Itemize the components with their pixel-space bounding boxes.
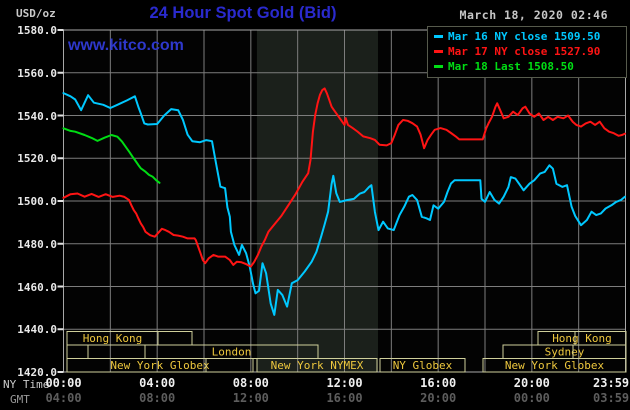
chart-legend: Mar 16 NY close 1509.50 Mar 17 NY close … — [427, 26, 627, 78]
legend-item-label: Mar 17 NY close 1527.90 — [448, 45, 601, 58]
session-box — [379, 358, 466, 373]
x-axis-row2-label: GMT — [10, 393, 30, 406]
x-axis-tick-gmt: 03:59 — [593, 391, 630, 405]
x-axis-row1-label: NY Time — [3, 378, 50, 391]
x-axis-tick-gmt: 16:00 — [326, 391, 363, 405]
legend-item-mar17: Mar 17 NY close 1527.90 — [428, 44, 626, 59]
session-label: New York NYMEX — [271, 359, 364, 372]
session-box — [66, 358, 207, 373]
legend-line-swatch — [434, 65, 443, 68]
x-axis-tick-gmt: 12:00 — [232, 391, 269, 405]
chart-title: 24 Hour Spot Gold (Bid) — [149, 4, 337, 22]
x-axis-tick-ny: 04:00 — [139, 376, 176, 390]
y-axis-label: 1440.0 — [17, 323, 57, 337]
session-label: New York Globex — [110, 359, 210, 372]
x-axis-tick-ny: 23:59 — [593, 376, 630, 390]
kitco-watermark: www.kitco.com — [68, 37, 184, 54]
x-axis-tick-ny: 08:00 — [232, 376, 269, 390]
x-axis-tick-gmt: 00:00 — [513, 391, 550, 405]
legend-item-label: Mar 16 NY close 1509.50 — [448, 30, 601, 43]
x-axis-tick-ny: 12:00 — [326, 376, 363, 390]
session-box — [482, 358, 627, 373]
y-axis-label: 1540.0 — [17, 109, 57, 123]
price-line-series-3 — [62, 127, 161, 184]
y-axis-label: 1480.0 — [17, 237, 57, 251]
legend-line-swatch — [434, 50, 443, 53]
legend-line-swatch — [434, 35, 443, 38]
session-label: New York Globex — [505, 359, 605, 372]
session-label: Hong Kong — [83, 332, 143, 345]
price-line-series-1 — [62, 92, 626, 316]
legend-item-mar18: Mar 18 Last 1508.50 — [428, 59, 626, 74]
session-label: London — [212, 346, 252, 359]
legend-item-label: Mar 18 Last 1508.50 — [448, 60, 574, 73]
x-axis-tick-gmt: 04:00 — [45, 391, 82, 405]
session-label: Hong Kong — [552, 332, 612, 345]
chart-timestamp: March 18, 2020 02:46 — [459, 8, 608, 22]
x-axis-tick-ny: 00:00 — [45, 376, 82, 390]
y-axis-label: 1520.0 — [17, 152, 57, 166]
session-box — [256, 358, 378, 373]
x-axis-tick-gmt: 20:00 — [420, 391, 457, 405]
y-axis-label: 1560.0 — [17, 66, 57, 80]
price-line-series-2 — [62, 87, 626, 268]
y-axis-label: 1460.0 — [17, 280, 57, 294]
y-axis-units-label: USD/oz — [16, 7, 56, 20]
session-label: Sydney — [545, 346, 585, 359]
x-axis-tick-ny: 16:00 — [420, 376, 457, 390]
y-axis-label: 1500.0 — [17, 195, 57, 208]
x-axis-tick-ny: 20:00 — [513, 376, 550, 390]
session-label: NY Globex — [393, 359, 453, 372]
y-axis-label: 1420.0 — [17, 366, 57, 379]
legend-item-mar16: Mar 16 NY close 1509.50 — [428, 29, 626, 44]
x-axis-tick-gmt: 08:00 — [139, 391, 176, 405]
y-axis-label: 1580.0 — [17, 24, 57, 37]
